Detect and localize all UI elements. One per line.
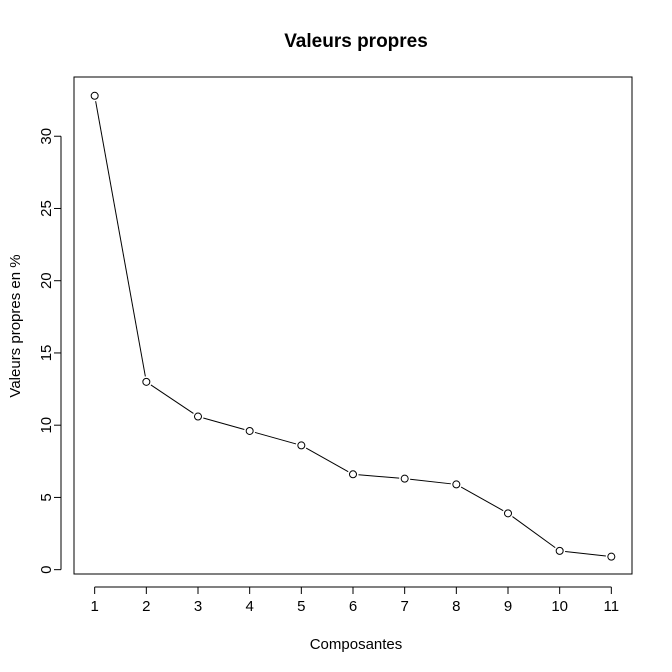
y-axis: 0 5 10 15 20 25 30 <box>38 128 62 574</box>
data-point <box>504 509 512 518</box>
data-point <box>452 480 461 489</box>
data-point <box>142 377 151 386</box>
x-axis: 1 2 3 4 5 6 7 8 9 10 11 <box>90 586 620 615</box>
data-point <box>90 91 99 100</box>
data-point <box>194 412 202 421</box>
plot-frame <box>73 76 633 575</box>
data-point <box>297 441 306 450</box>
x-tick-label: 9 <box>504 598 512 615</box>
y-tick-label: 25 <box>38 200 55 217</box>
series-line-segment <box>512 516 556 549</box>
data-point <box>245 426 254 435</box>
series-line-segment <box>410 478 451 485</box>
y-tick-label: 20 <box>38 272 55 289</box>
y-tick-label: 10 <box>38 417 55 434</box>
series-line-segment <box>95 101 146 377</box>
y-tick-label: 0 <box>38 565 55 573</box>
x-tick-label: 6 <box>349 598 357 615</box>
x-tick-label: 5 <box>297 598 305 615</box>
x-axis-label: Composantes <box>310 636 403 653</box>
series-line-segment <box>565 550 606 557</box>
series-line-segment <box>305 447 349 473</box>
x-tick-label: 4 <box>245 598 253 615</box>
series-line-segment <box>358 474 400 479</box>
x-tick-label: 7 <box>400 598 408 615</box>
x-tick-label: 8 <box>452 598 460 615</box>
y-tick-label: 30 <box>38 128 55 145</box>
x-tick-label: 3 <box>194 598 202 615</box>
y-tick-label: 15 <box>38 345 55 362</box>
data-series <box>90 91 616 561</box>
y-axis-label: Valeurs propres en % <box>7 254 24 397</box>
data-point <box>555 546 564 555</box>
series-line-segment <box>254 431 297 445</box>
x-tick-label: 10 <box>551 598 568 615</box>
data-point <box>349 470 357 479</box>
data-point <box>607 552 616 561</box>
x-tick-label: 2 <box>142 598 150 615</box>
series-line-segment <box>460 486 504 512</box>
y-tick-label: 5 <box>38 493 55 501</box>
chart-title: Valeurs propres <box>284 31 428 52</box>
series-line-segment <box>203 417 245 430</box>
series-line-segment <box>150 384 194 414</box>
x-tick-label: 11 <box>604 598 620 615</box>
data-point <box>400 474 409 483</box>
x-tick-label: 1 <box>90 598 98 615</box>
